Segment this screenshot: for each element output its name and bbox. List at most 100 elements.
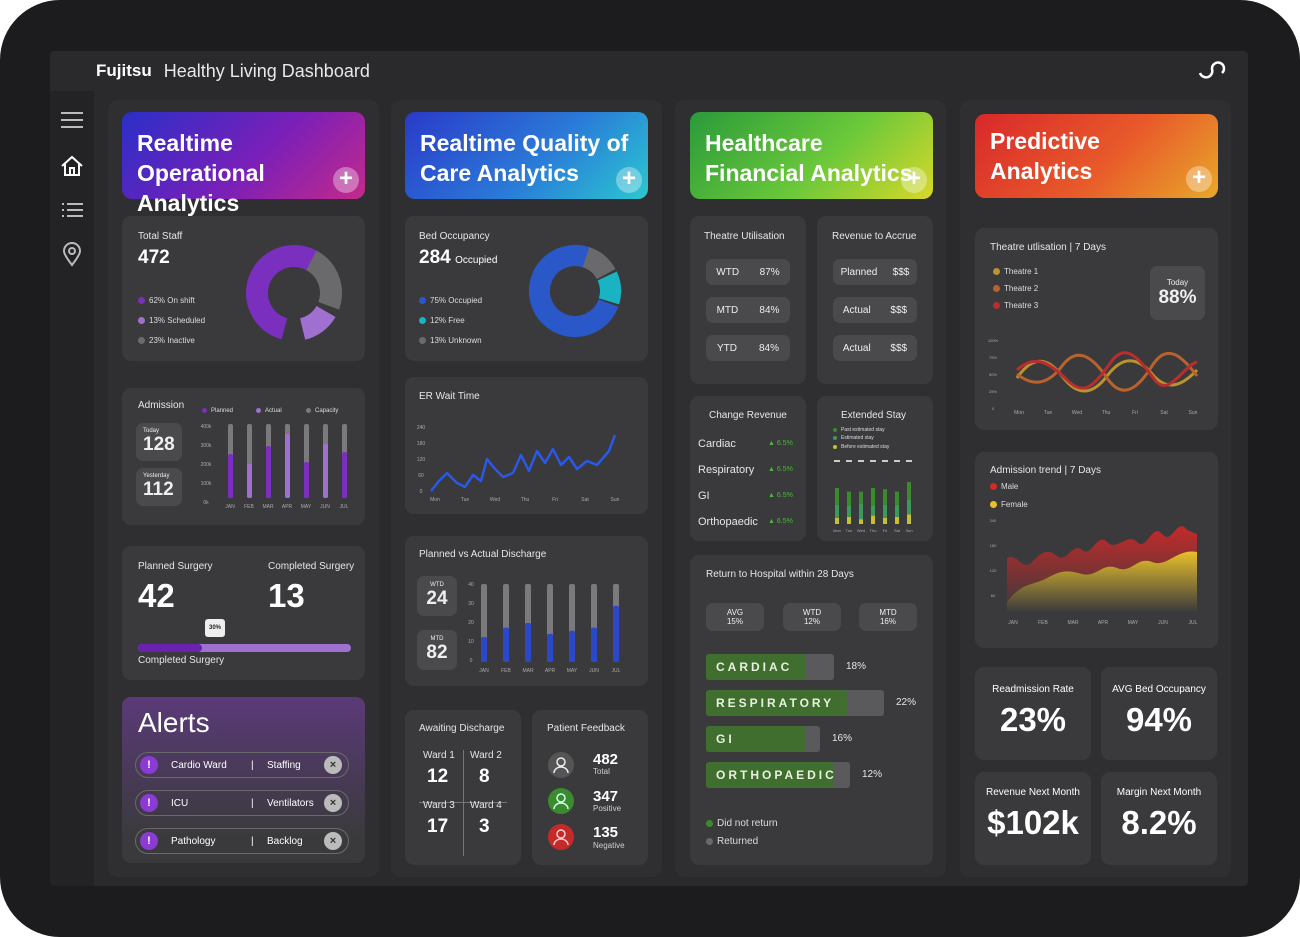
operational-header[interactable]: Realtime Operational Analytics + bbox=[122, 112, 365, 216]
change-cardiac-value: ▲ 6.5% bbox=[768, 440, 793, 447]
legend-theatre-2: Theatre 2 bbox=[1004, 284, 1039, 293]
extended-stay-bar bbox=[835, 504, 839, 518]
actual-bar bbox=[481, 637, 487, 662]
close-icon[interactable]: × bbox=[324, 832, 342, 850]
x-tick-label: Sun bbox=[905, 528, 912, 533]
change-revenue-card: Change Revenue Cardiac ▲ 6.5% Respirator… bbox=[690, 396, 806, 541]
x-tick-label: Thu bbox=[1102, 410, 1111, 416]
user-positive-icon bbox=[548, 788, 574, 814]
feedback-total-label: Total bbox=[593, 767, 610, 776]
return-bar-track: CARDIAC bbox=[706, 654, 834, 680]
x-tick-label: APR bbox=[1098, 620, 1109, 626]
user-negative-icon bbox=[548, 824, 574, 850]
y-tick-label: 0k bbox=[203, 500, 209, 506]
quality-header-title: Realtime Quality of Care Analytics bbox=[420, 130, 629, 186]
revenue-next-month-card: Revenue Next Month $102k bbox=[975, 772, 1091, 865]
home-icon[interactable] bbox=[59, 153, 85, 179]
readmission-label: Readmission Rate bbox=[992, 684, 1074, 695]
ward-1-label: Ward 1 bbox=[423, 750, 455, 761]
alert-item[interactable]: ! Cardio Ward | Staffing × bbox=[135, 752, 349, 778]
alerts-card: Alerts ! Cardio Ward | Staffing × ! ICU | Venti… bbox=[122, 697, 365, 863]
return-bar-pct: 16% bbox=[832, 733, 853, 744]
actual-bar bbox=[613, 605, 619, 662]
financial-header[interactable]: Healthcare Financial Analytics + bbox=[690, 112, 933, 199]
y-tick-label: 400k bbox=[201, 424, 212, 430]
theatre-7days-card: Theatre utlisation | 7 Days Theatre 1 Th… bbox=[975, 228, 1218, 430]
y-tick-label: 240 bbox=[990, 518, 997, 523]
menu-icon[interactable] bbox=[59, 107, 85, 133]
actual-bar bbox=[266, 446, 271, 498]
actual-bar bbox=[503, 627, 509, 662]
x-tick-label: Fri bbox=[883, 528, 888, 533]
er-wait-line bbox=[430, 434, 617, 492]
alert-icon: ! bbox=[140, 832, 158, 850]
margin-next-label: Margin Next Month bbox=[1116, 787, 1202, 798]
x-tick-label: MAR bbox=[262, 504, 274, 510]
staff-value: 472 bbox=[138, 247, 170, 268]
actual-bar bbox=[247, 464, 252, 498]
today-utilisation: Today 88% bbox=[1150, 266, 1205, 320]
add-widget-button[interactable]: + bbox=[616, 167, 642, 193]
alert-item[interactable]: ! ICU | Ventilators × bbox=[135, 790, 349, 816]
threshold-mark bbox=[858, 460, 864, 462]
extended-stay-bar bbox=[835, 518, 839, 524]
change-respiratory-value: ▲ 6.5% bbox=[768, 466, 793, 473]
card-title: Planned vs Actual Discharge bbox=[419, 549, 547, 560]
x-tick-label: Tue bbox=[846, 528, 854, 533]
x-tick-label: APR bbox=[545, 668, 556, 674]
x-tick-label: JAN bbox=[1008, 620, 1018, 626]
extended-stay-bar bbox=[883, 518, 887, 524]
card-title: Extended Stay bbox=[841, 410, 907, 421]
add-widget-button[interactable]: + bbox=[1186, 166, 1212, 192]
planned-surgery-value: 42 bbox=[138, 577, 175, 614]
extended-stay-bar bbox=[835, 488, 839, 505]
donut-occupied bbox=[528, 244, 622, 338]
location-icon[interactable] bbox=[59, 241, 85, 267]
x-tick-label: MAY bbox=[1128, 620, 1139, 626]
card-title: Admission bbox=[138, 400, 185, 411]
return-bar-pct: 22% bbox=[896, 697, 917, 708]
change-orthopaedic-value: ▲ 6.5% bbox=[768, 518, 793, 525]
revenue-actual-pill: Actual $$$ bbox=[833, 297, 917, 323]
legend-planned: Planned bbox=[211, 408, 234, 415]
list-icon[interactable] bbox=[59, 197, 85, 223]
y-tick-label: 25% bbox=[989, 389, 997, 394]
card-title: Revenue to Accrue bbox=[832, 231, 917, 242]
change-orthopaedic-label: Orthopaedic bbox=[698, 516, 758, 528]
alert-item[interactable]: ! Pathology | Backlog × bbox=[135, 828, 349, 854]
x-tick-label: FEB bbox=[1038, 620, 1048, 626]
legend-theatre-3: Theatre 3 bbox=[1004, 301, 1039, 310]
return-bar-track: ORTHOPAEDIC bbox=[706, 762, 850, 788]
quality-header[interactable]: Realtime Quality of Care Analytics + bbox=[405, 112, 648, 199]
x-tick-label: MAY bbox=[301, 504, 312, 510]
actual-bar bbox=[525, 623, 531, 662]
x-tick-label: Mon bbox=[833, 528, 841, 533]
legend-unknown: 13% Unknown bbox=[430, 336, 482, 345]
theatre-mtd-pill: MTD 84% bbox=[706, 297, 790, 323]
dashboard-screen: Fujitsu Healthy Living Dashboard Realtim… bbox=[50, 51, 1248, 886]
x-tick-label: JUL bbox=[1189, 620, 1198, 626]
patient-feedback-card: Patient Feedback 482 Total 347 Positive … bbox=[532, 710, 648, 865]
feedback-positive-value: 347 bbox=[593, 788, 619, 805]
x-tick-label: Tue bbox=[1044, 410, 1053, 416]
card-title: Total Staff bbox=[138, 231, 183, 242]
return-bar-fill: ORTHOPAEDIC bbox=[706, 762, 834, 788]
er-wait-card: ER Wait Time 240 180 120 60 0 Mon Tue Wed Thu Fri… bbox=[405, 377, 648, 514]
legend-before: Before estimated stay bbox=[841, 444, 890, 450]
y-tick-label: 10 bbox=[468, 639, 474, 645]
admission-area-chart: 240 180 120 60 JAN FEB MAR APR MAY JUN JUL bbox=[990, 518, 1198, 626]
add-widget-button[interactable]: + bbox=[901, 167, 927, 193]
return-hospital-card: Return to Hospital within 28 Days AVG 15%… bbox=[690, 555, 933, 865]
card-title: Change Revenue bbox=[709, 410, 787, 421]
ward-2-value: 8 bbox=[479, 766, 490, 787]
theatre-wave-chart: 100% 75% 50% 25% 0 Mon Tue Wed Thu Fri Sat Sun bbox=[988, 338, 1199, 416]
ward-1-value: 12 bbox=[427, 766, 449, 787]
x-tick-label: Fri bbox=[1132, 410, 1138, 416]
wtd-discharge: WTD 24 bbox=[417, 576, 457, 616]
x-tick-label: Thu bbox=[521, 497, 530, 503]
predictive-header[interactable]: Predictive Analytics + bbox=[975, 114, 1218, 198]
revenue-accrue-card: Revenue to Accrue Planned $$$ Actual $$$ A… bbox=[817, 216, 933, 384]
add-widget-button[interactable]: + bbox=[333, 167, 359, 193]
close-icon[interactable]: × bbox=[324, 756, 342, 774]
close-icon[interactable]: × bbox=[324, 794, 342, 812]
